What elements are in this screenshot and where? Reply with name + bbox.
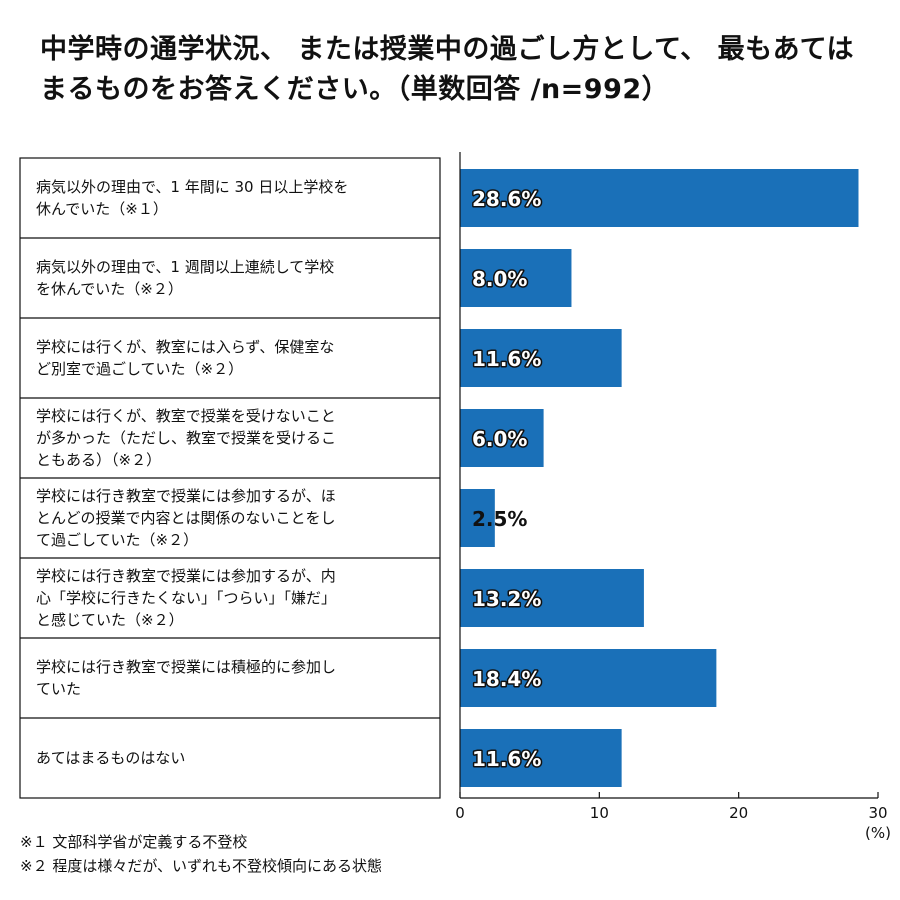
footnote-1: ※１ 文部科学省が定義する不登校	[20, 833, 248, 851]
bar	[460, 729, 622, 787]
bar	[460, 569, 644, 627]
bar	[460, 169, 859, 227]
x-tick-label: 10	[590, 804, 609, 822]
bar	[460, 249, 572, 307]
bar	[460, 329, 622, 387]
x-axis: 0 10 20 30 (%)	[455, 152, 891, 842]
category-label: 心「学校に行きたくない」「つらい」「嫌だ」	[36, 589, 336, 607]
category-label: ともある）（※２）	[36, 451, 161, 469]
bar	[460, 409, 544, 467]
bar-value-label: 11.6%	[472, 747, 541, 771]
bar	[460, 489, 495, 547]
category-label: 学校には行き教室で授業には参加するが、ほ	[36, 487, 336, 505]
category-label: が多かった（ただし、教室で授業を受けるこ	[36, 429, 336, 447]
bar-value-label: 2.5%	[472, 507, 527, 531]
x-tick-label: 30	[868, 804, 887, 822]
category-label: ど別室で過ごしていた（※２）	[36, 360, 243, 378]
bar-value-label: 6.0%	[472, 427, 527, 451]
category-label: とんどの授業で内容とは関係のないことをし	[36, 509, 336, 527]
category-label: 病気以外の理由で、1 年間に 30 日以上学校を	[36, 178, 348, 196]
x-tick-label: 0	[455, 804, 465, 822]
bar-value-label: 8.0%	[472, 267, 527, 291]
category-label: て過ごしていた（※２）	[36, 531, 198, 549]
chart-title: 中学時の通学状況、 または授業中の過ごし方として、 最もあてはまるものをお答えく…	[40, 34, 855, 105]
footnotes: ※１ 文部科学省が定義する不登校 ※２ 程度は様々だが、いずれも不登校傾向にある…	[20, 830, 382, 878]
bars-group: 28.6% 8.0% 11.6% 6.0% 2.5% 13.2% 18.4% 11.6%	[460, 169, 859, 787]
category-label: 休んでいた（※１）	[36, 200, 168, 218]
category-label: 学校には行くが、教室で授業を受けないこと	[36, 407, 336, 425]
bar-value-label: 18.4%	[472, 667, 541, 691]
category-label: 病気以外の理由で、1 週間以上連続して学校	[36, 258, 334, 276]
bar-value-label: 13.2%	[472, 587, 541, 611]
footnote-2: ※２ 程度は様々だが、いずれも不登校傾向にある状態	[20, 857, 383, 875]
category-label: と感じていた（※２）	[36, 611, 184, 629]
category-label: 学校には行き教室で授業には積極的に参加し	[36, 658, 336, 676]
x-axis-unit: (%)	[865, 824, 891, 842]
x-tick-label: 20	[729, 804, 748, 822]
category-label: を休んでいた（※２）	[36, 280, 183, 298]
category-label: あてはまるものはない	[36, 749, 185, 767]
category-label: 学校には行き教室で授業には参加するが、内	[36, 567, 336, 585]
bar-value-label: 28.6%	[472, 187, 541, 211]
bar-value-label: 11.6%	[472, 347, 541, 371]
category-label: 学校には行くが、教室には入らず、保健室な	[36, 338, 334, 356]
category-label: ていた	[36, 680, 81, 698]
bar	[460, 649, 717, 707]
